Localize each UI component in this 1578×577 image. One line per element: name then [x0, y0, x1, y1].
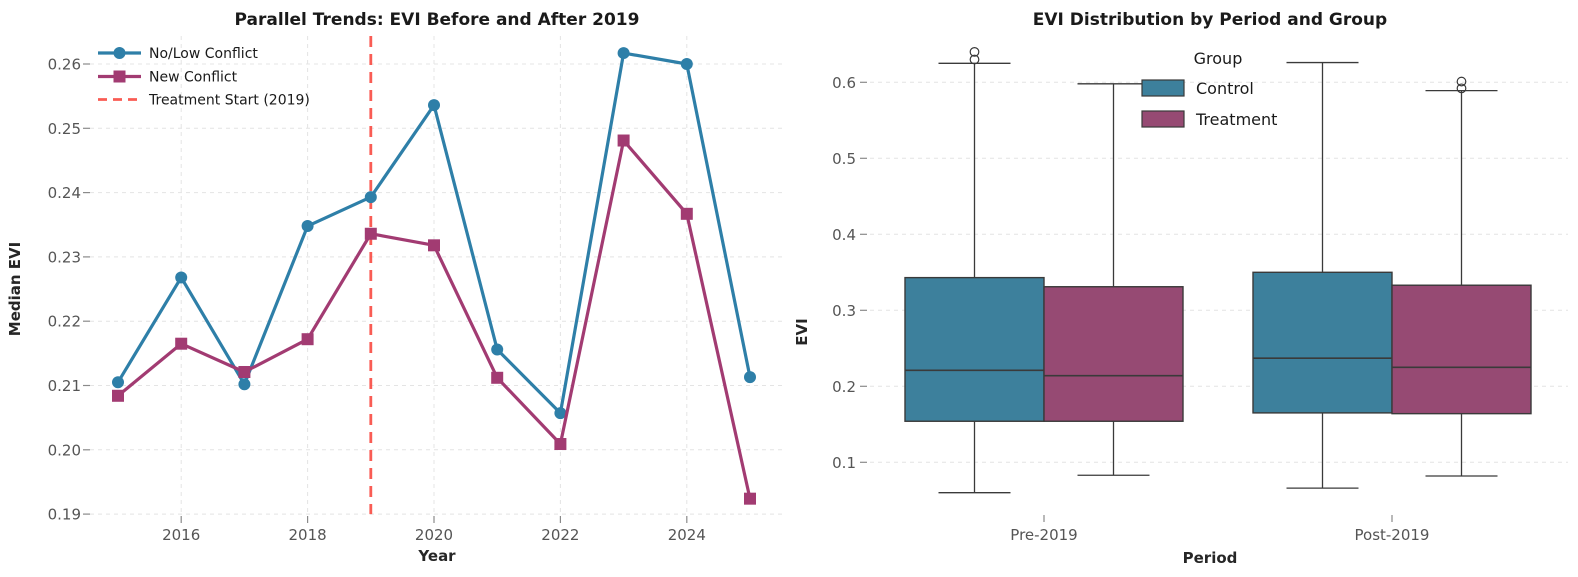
x-tick-label: Pre-2019: [1010, 526, 1077, 544]
series-new-conflict: [112, 134, 756, 505]
y-tick-label: 0.25: [48, 120, 81, 138]
legend-label: Treatment: [1195, 110, 1277, 129]
y-tick-label: 0.19: [48, 506, 81, 524]
outlier-point: [1456, 83, 1467, 94]
x-tick-label: 2024: [668, 526, 706, 544]
y-tick-label: 0.2: [832, 378, 856, 396]
data-point-square: [744, 492, 756, 505]
box-chart-y-axis-label: EVI: [793, 318, 811, 345]
series-no-low-conflict: [112, 47, 756, 420]
y-tick-label: 0.22: [48, 313, 81, 331]
legend-label: New Conflict: [149, 70, 238, 86]
box-chart-legend: Group Control Treatment: [1141, 49, 1277, 129]
data-point-square: [554, 438, 567, 451]
outlier-point: [969, 47, 980, 57]
data-point-square: [680, 207, 693, 220]
legend-marker-circle: [113, 47, 126, 59]
iqr-box: [1391, 284, 1532, 415]
data-point-square: [491, 371, 504, 384]
x-tick-label: 2022: [541, 526, 579, 544]
line-chart-y-axis-label: Median EVI: [6, 242, 24, 336]
data-point-square: [112, 389, 124, 402]
box-chart-x-axis-label: Period: [1183, 549, 1238, 567]
box-series-treatment: [1043, 76, 1532, 477]
data-point-circle: [112, 376, 124, 389]
box-control-post-2019: [1252, 61, 1393, 489]
data-point-square: [238, 365, 251, 378]
outlier-point: [1456, 76, 1467, 87]
data-point-square: [175, 337, 188, 350]
y-tick-label: 0.23: [48, 248, 81, 266]
y-tick-label: 0.1: [832, 454, 856, 472]
y-tick-label: 0.5: [832, 150, 856, 168]
legend-title: Group: [1194, 49, 1243, 68]
legend-label: No/Low Conflict: [149, 46, 258, 62]
y-tick-label: 0.6: [832, 74, 856, 92]
box-treatment-post-2019: [1391, 76, 1532, 477]
line-chart-plot-area: 0.19 0.20 0.21 0.22 0.23 0.24 0.25 0.26 2016 2018…: [48, 36, 785, 544]
iqr-box: [904, 276, 1045, 422]
data-point-circle: [175, 271, 188, 284]
x-tick-label: Post-2019: [1355, 526, 1430, 544]
box-chart-title: EVI Distribution by Period and Group: [1033, 10, 1387, 30]
legend-label: Control: [1196, 79, 1254, 98]
data-point-square: [301, 333, 314, 346]
iqr-box: [1252, 271, 1393, 414]
data-point-circle: [554, 407, 567, 420]
evi-distribution-box-chart: 0.1 0.2 0.3 0.4 0.5 0.6 Pre-2019 Post-2019 Group…: [793, 10, 1568, 567]
data-point-circle: [238, 378, 251, 391]
data-point-square: [617, 134, 630, 147]
data-point-circle: [301, 220, 314, 233]
box-control-pre-2019: [904, 47, 1045, 494]
legend-label: Treatment Start (2019): [148, 93, 310, 109]
iqr-box: [1043, 286, 1184, 422]
data-point-circle: [491, 343, 504, 356]
line-chart-legend: No/Low Conflict New Conflict Treatment Sta…: [98, 46, 310, 109]
data-point-square: [428, 239, 440, 252]
data-point-circle: [744, 371, 756, 384]
legend-marker-square: [113, 70, 126, 83]
y-tick-label: 0.26: [48, 56, 81, 74]
data-point-circle: [428, 99, 440, 112]
box-treatment-pre-2019: [1043, 83, 1184, 476]
x-tick-label: 2018: [289, 526, 327, 544]
y-tick-label: 0.20: [48, 441, 81, 459]
box-chart-plot-area: 0.1 0.2 0.3 0.4 0.5 0.6 Pre-2019 Post-2019 Group…: [832, 47, 1568, 544]
y-tick-label: 0.21: [48, 377, 81, 395]
x-tick-label: 2020: [415, 526, 453, 544]
x-tick-label: 2016: [162, 526, 200, 544]
line-chart-x-axis-label: Year: [417, 547, 456, 565]
data-point-square: [364, 227, 377, 240]
parallel-trends-line-chart: 0.19 0.20 0.21 0.22 0.23 0.24 0.25 0.26 2016 2018…: [6, 10, 785, 565]
legend-patch: [1141, 79, 1185, 97]
y-tick-label: 0.24: [48, 184, 81, 202]
legend-patch: [1141, 110, 1185, 128]
y-tick-label: 0.4: [832, 226, 856, 244]
box-series-control: [904, 47, 1393, 494]
line-chart-title: Parallel Trends: EVI Before and After 20…: [235, 10, 640, 30]
data-point-circle: [364, 191, 377, 204]
data-point-circle: [680, 58, 693, 70]
data-point-circle: [617, 47, 630, 60]
outlier-point: [969, 54, 980, 65]
y-tick-label: 0.3: [832, 302, 856, 320]
